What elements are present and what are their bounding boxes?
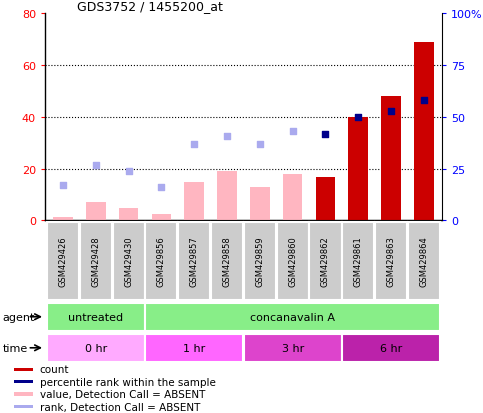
Point	[223, 133, 231, 140]
Bar	[14, 368, 33, 371]
Text: GSM429863: GSM429863	[386, 236, 396, 287]
Point	[256, 141, 264, 148]
Text: GSM429857: GSM429857	[190, 236, 199, 287]
Point	[420, 98, 428, 104]
Bar	[244, 334, 341, 362]
Bar	[342, 223, 374, 300]
Point	[190, 141, 198, 148]
Bar	[145, 223, 177, 300]
Bar	[348, 118, 368, 221]
Bar	[315, 177, 335, 221]
Bar	[47, 303, 145, 331]
Point	[92, 162, 99, 169]
Text: GSM429862: GSM429862	[321, 236, 330, 287]
Text: untreated: untreated	[68, 312, 123, 322]
Text: GSM429430: GSM429430	[124, 236, 133, 287]
Text: GSM429858: GSM429858	[223, 236, 231, 287]
Bar	[375, 223, 407, 300]
Text: GSM429861: GSM429861	[354, 236, 363, 287]
Bar	[211, 223, 243, 300]
Bar	[113, 223, 145, 300]
Point	[322, 131, 329, 138]
Text: count: count	[40, 364, 69, 374]
Text: GDS3752 / 1455200_at: GDS3752 / 1455200_at	[77, 0, 223, 13]
Bar	[145, 303, 440, 331]
Bar	[152, 214, 171, 221]
Bar	[86, 203, 106, 221]
Bar	[80, 223, 112, 300]
Text: GSM429426: GSM429426	[58, 236, 68, 287]
Bar	[14, 392, 33, 396]
Bar	[310, 223, 341, 300]
Text: agent: agent	[2, 312, 35, 322]
Text: 3 hr: 3 hr	[282, 343, 304, 353]
Bar	[277, 223, 309, 300]
Point	[387, 108, 395, 115]
Bar	[53, 217, 73, 221]
Text: concanavalin A: concanavalin A	[250, 312, 335, 322]
Text: 0 hr: 0 hr	[85, 343, 107, 353]
Point	[355, 114, 362, 121]
Bar	[178, 223, 210, 300]
Point	[157, 185, 165, 191]
Text: GSM429860: GSM429860	[288, 236, 297, 287]
Point	[289, 129, 297, 135]
Text: GSM429864: GSM429864	[419, 236, 428, 287]
Text: rank, Detection Call = ABSENT: rank, Detection Call = ABSENT	[40, 401, 200, 411]
Bar	[217, 172, 237, 221]
Bar	[14, 380, 33, 384]
Bar	[119, 208, 139, 221]
Bar	[14, 405, 33, 408]
Point	[59, 183, 67, 189]
Bar	[244, 223, 276, 300]
Text: 1 hr: 1 hr	[183, 343, 205, 353]
Text: value, Detection Call = ABSENT: value, Detection Call = ABSENT	[40, 389, 205, 399]
Bar	[185, 182, 204, 221]
Text: time: time	[2, 343, 28, 353]
Text: GSM429859: GSM429859	[256, 236, 264, 287]
Bar	[414, 43, 434, 221]
Text: percentile rank within the sample: percentile rank within the sample	[40, 377, 216, 387]
Bar	[283, 174, 302, 221]
Bar	[381, 97, 401, 221]
Bar	[342, 334, 440, 362]
Bar	[47, 223, 79, 300]
Text: 6 hr: 6 hr	[380, 343, 402, 353]
Point	[125, 168, 132, 175]
Bar	[145, 334, 243, 362]
Text: GSM429428: GSM429428	[91, 236, 100, 287]
Text: GSM429856: GSM429856	[157, 236, 166, 287]
Bar	[250, 188, 270, 221]
Bar	[408, 223, 440, 300]
Bar	[47, 334, 145, 362]
